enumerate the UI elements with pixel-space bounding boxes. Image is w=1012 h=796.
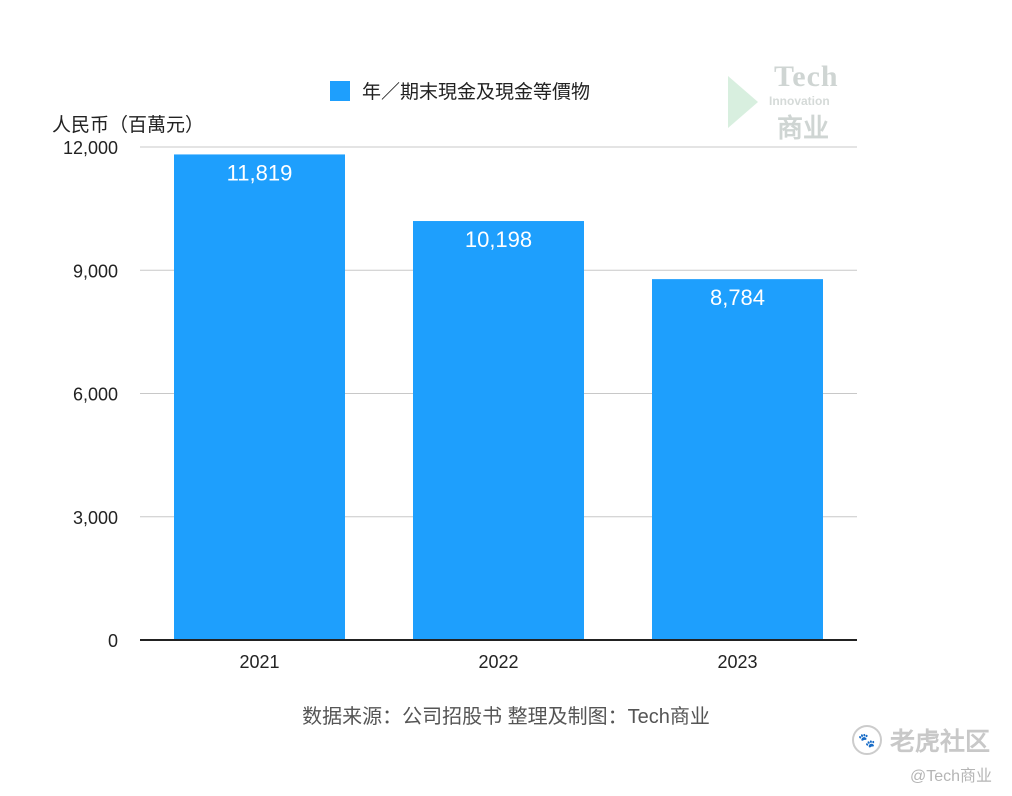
legend-swatch	[330, 80, 350, 101]
tech-logo: Tech Innovation 商业	[722, 60, 852, 143]
y-tick-label: 0	[108, 631, 118, 651]
chart-legend: 年／期末現金及現金等價物	[330, 77, 590, 104]
logo-line2: Innovation	[769, 94, 830, 108]
watermark-handle: @Tech商业	[909, 768, 992, 785]
x-tick-label: 2021	[239, 652, 279, 672]
x-tick-label: 2023	[717, 652, 757, 672]
y-tick-label: 12,000	[63, 138, 118, 158]
y-tick-label: 6,000	[73, 385, 118, 405]
logo-line3: 商业	[777, 113, 830, 143]
bar	[652, 279, 823, 640]
y-axis-label: 人民币（百萬元）	[52, 115, 205, 136]
x-tick-label: 2022	[478, 652, 518, 672]
y-tick-label: 9,000	[73, 261, 118, 281]
logo-arrow-icon	[728, 76, 758, 128]
watermark-text: 老虎社区	[890, 728, 991, 756]
logo-line1: Tech	[774, 60, 839, 93]
y-tick-label: 3,000	[73, 508, 118, 528]
bar	[174, 154, 345, 640]
data-label: 8,784	[710, 285, 765, 310]
watermark: 🐾 老虎社区	[852, 722, 990, 758]
source-note: 数据来源：公司招股书 整理及制图：Tech商业	[302, 706, 710, 728]
legend-label: 年／期末現金及現金等價物	[362, 82, 591, 103]
paw-icon: 🐾	[852, 725, 882, 755]
data-label: 11,819	[227, 160, 293, 185]
data-label: 10,198	[465, 227, 532, 252]
bar	[413, 221, 584, 640]
